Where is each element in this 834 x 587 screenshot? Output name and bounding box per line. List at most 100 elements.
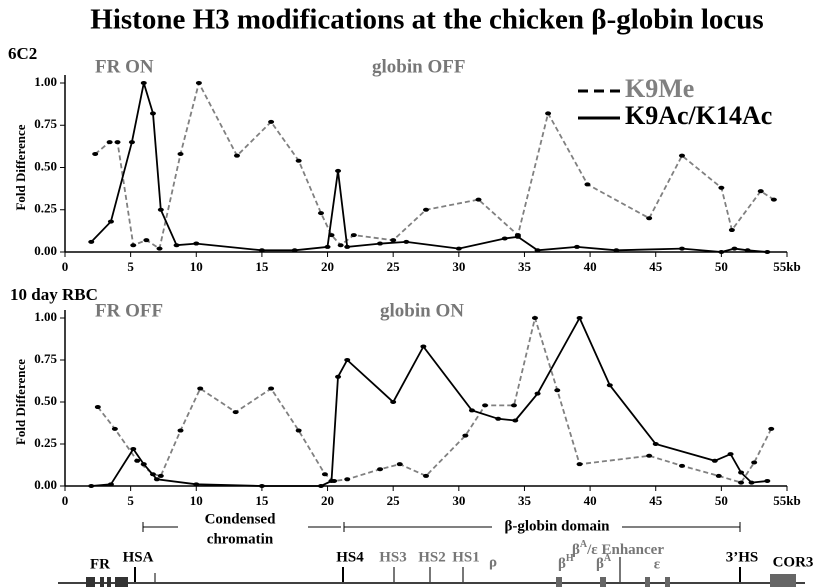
- gene-box: [86, 577, 95, 587]
- gene-box: [115, 577, 128, 587]
- x-tick-label: 45: [649, 493, 663, 508]
- x-tick-label: 10: [190, 493, 203, 508]
- x-tick-label: 35: [518, 259, 532, 274]
- data-point: [501, 236, 508, 241]
- data-point: [652, 442, 659, 446]
- data-point: [534, 391, 541, 396]
- data-point: [764, 250, 771, 254]
- y-tick-label: 0.50: [34, 158, 57, 173]
- x-tick-label: 5: [127, 259, 134, 274]
- x-tick-label: 10: [190, 259, 203, 274]
- data-point: [106, 140, 113, 145]
- y-tick-label: 1.00: [34, 309, 57, 324]
- data-point: [130, 447, 137, 452]
- data-point: [738, 480, 745, 485]
- data-point: [92, 151, 99, 156]
- data-point: [482, 403, 489, 408]
- legend-label: K9Ac/K14Ac: [625, 101, 772, 130]
- data-point: [678, 153, 685, 158]
- data-point: [157, 207, 164, 212]
- data-point: [606, 383, 613, 388]
- data-point: [738, 470, 745, 475]
- gene-box: [770, 574, 796, 587]
- gene-label: HSA: [123, 549, 154, 565]
- gene-label: βH: [558, 553, 574, 572]
- data-point: [107, 219, 114, 224]
- data-point: [377, 241, 384, 246]
- y-tick-label: 0.25: [34, 201, 57, 216]
- x-tick-label: 55kb: [773, 493, 800, 508]
- data-point: [295, 158, 302, 163]
- data-point: [584, 182, 591, 187]
- y-axis-label: Fold Difference: [13, 124, 28, 210]
- data-point: [177, 151, 184, 156]
- gene-boxes: [86, 574, 796, 587]
- data-point: [88, 484, 95, 488]
- data-point: [646, 216, 653, 221]
- label-part: β: [572, 542, 580, 558]
- data-point: [455, 246, 462, 251]
- data-point: [177, 428, 184, 433]
- data-point: [377, 467, 384, 472]
- data-point: [531, 316, 538, 320]
- data-point: [335, 374, 342, 379]
- data-point: [512, 418, 519, 423]
- data-point: [678, 463, 685, 468]
- data-point: [114, 140, 121, 145]
- x-tick-label: 30: [452, 259, 465, 274]
- data-point: [232, 410, 239, 415]
- data-point: [94, 405, 101, 410]
- data-point: [423, 207, 429, 212]
- y-tick-label: 0.75: [34, 351, 57, 366]
- y-tick-label: 1.00: [34, 74, 57, 89]
- data-point: [337, 243, 344, 248]
- x-tick-label: 35: [518, 493, 532, 508]
- region-label: Condensed: [205, 511, 277, 527]
- annotation: FR ON: [95, 56, 154, 77]
- panel-label: 10 day RBC: [10, 285, 98, 304]
- data-point: [317, 484, 324, 488]
- data-point: [390, 400, 397, 404]
- data-point: [748, 480, 755, 485]
- gene-label: ρ: [489, 554, 497, 570]
- x-tick-label: 0: [62, 259, 69, 274]
- gene-label: βA/ε Enhancer: [572, 539, 664, 558]
- annotation: globin OFF: [372, 56, 465, 77]
- data-point: [344, 358, 351, 362]
- data-point: [718, 185, 725, 190]
- data-point: [554, 388, 561, 393]
- data-point: [134, 458, 141, 463]
- y-tick-label: 0.50: [34, 393, 57, 408]
- data-point: [678, 246, 685, 251]
- data-point: [744, 248, 751, 253]
- gene-label: COR3: [773, 554, 814, 570]
- label-part: A: [604, 553, 612, 564]
- data-point: [770, 197, 777, 202]
- data-point: [321, 472, 328, 477]
- gene-box: [645, 577, 650, 587]
- data-point: [328, 478, 335, 483]
- gene-box: [107, 577, 111, 587]
- data-point: [193, 482, 200, 487]
- y-axis-label: Fold Difference: [13, 359, 28, 445]
- data-point: [646, 453, 653, 458]
- x-tick-label: 5: [127, 493, 134, 508]
- data-point: [751, 460, 758, 465]
- data-point: [718, 250, 725, 254]
- data-point: [715, 473, 722, 478]
- data-point: [510, 403, 517, 408]
- data-point: [396, 462, 403, 467]
- hs-arrows: [134, 557, 741, 582]
- data-point: [475, 197, 482, 202]
- data-point: [233, 153, 240, 158]
- data-point: [268, 386, 275, 391]
- gene-label: HS4: [336, 549, 364, 565]
- data-point: [423, 473, 429, 478]
- gene-box: [100, 577, 104, 587]
- data-point: [153, 477, 160, 482]
- data-point: [258, 484, 265, 488]
- label-part: /ε Enhancer: [586, 542, 664, 558]
- data-point: [149, 111, 156, 116]
